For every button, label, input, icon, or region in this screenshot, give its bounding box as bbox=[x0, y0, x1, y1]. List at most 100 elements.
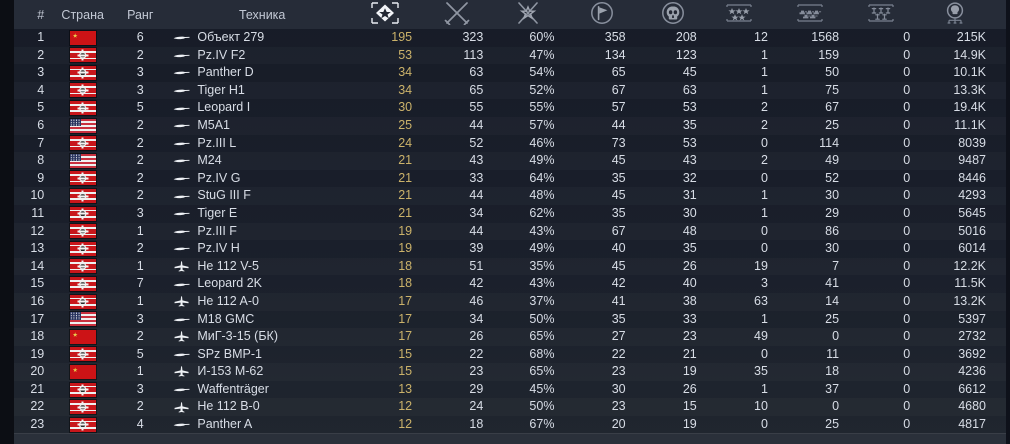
cell-vehicle-name[interactable]: Panther D bbox=[165, 64, 359, 82]
table-row[interactable]: 20 1 И-153 М-62 15 23 65% 23 19 35 18 0 … bbox=[0, 363, 1010, 381]
column-header-air-kills[interactable] bbox=[715, 0, 786, 29]
vehicle-name-label: Waffenträger bbox=[197, 381, 269, 396]
cell-research: 3692 bbox=[958, 346, 986, 361]
cell-vehicle-name[interactable]: He 112 B-0 bbox=[165, 398, 359, 416]
table-row[interactable]: 18 2 МиГ-3-15 (БК) 17 26 65% 27 23 49 0 … bbox=[0, 328, 1010, 346]
cell-deaths: 19 bbox=[682, 364, 697, 379]
column-header-rank[interactable]: # bbox=[0, 0, 50, 29]
column-header-ground-targets[interactable] bbox=[572, 0, 643, 29]
cell-air-kills: 49 bbox=[754, 329, 768, 344]
table-row[interactable]: 9 2 Pz.IV G 21 33 64% 35 32 0 52 0 8446 bbox=[0, 170, 1010, 188]
table-row[interactable]: 12 1 Pz.III F 19 44 43% 67 48 0 86 0 501… bbox=[0, 223, 1010, 241]
cell-vehicle-name[interactable]: Tiger E bbox=[165, 205, 359, 223]
table-row[interactable]: 1 6 Объект 279 195 323 60% 358 208 12 15… bbox=[0, 29, 1010, 47]
column-header-country[interactable]: Страна bbox=[50, 0, 115, 29]
cell-rank: 20 bbox=[30, 364, 45, 379]
table-row[interactable]: 15 7 Leopard 2K 18 42 43% 42 40 3 41 0 1… bbox=[0, 275, 1010, 293]
cell-winrate: 67% bbox=[529, 417, 555, 432]
table-row[interactable]: 7 2 Pz.III L 24 52 46% 73 53 0 114 0 803… bbox=[0, 135, 1010, 153]
cell-country bbox=[50, 29, 115, 47]
flag-germany-icon bbox=[69, 171, 96, 186]
cell-vehicle-name[interactable]: M5A1 bbox=[165, 117, 359, 135]
cell-tier: 4 bbox=[136, 417, 144, 432]
table-row[interactable]: 22 2 He 112 B-0 12 24 50% 23 15 10 0 0 4… bbox=[0, 398, 1010, 416]
cell-air-kills: 63 bbox=[754, 293, 768, 308]
column-header-vehicle[interactable]: Техника bbox=[165, 0, 359, 29]
table-row[interactable]: 21 3 Waffenträger 13 29 45% 30 26 1 37 0… bbox=[0, 381, 1010, 399]
column-header-battles[interactable] bbox=[359, 0, 430, 29]
cell-spawns: 24 bbox=[469, 399, 484, 414]
cell-vehicle-name[interactable]: Waffenträger bbox=[165, 381, 359, 399]
cell-vehicle-name[interactable]: He 112 V-5 bbox=[165, 258, 359, 276]
cell-research: 5397 bbox=[958, 311, 986, 326]
table-row[interactable]: 23 4 Panther A 12 18 67% 20 19 0 25 0 48… bbox=[0, 416, 1010, 434]
cell-vehicle-name[interactable]: Tiger H1 bbox=[165, 82, 359, 100]
cell-vehicle-name[interactable]: Pz.III F bbox=[165, 223, 359, 241]
cell-vehicle-name[interactable]: Leopard 2K bbox=[165, 275, 359, 293]
flag-germany-icon bbox=[69, 48, 96, 63]
cell-spawns: 44 bbox=[469, 223, 484, 238]
cell-tank-kills: 29 bbox=[825, 205, 840, 220]
cell-winrate: 43% bbox=[529, 276, 555, 291]
cell-vehicle-name[interactable]: Pz.IV G bbox=[165, 170, 359, 188]
column-header-ship-kills[interactable] bbox=[857, 0, 928, 29]
table-row[interactable]: 4 3 Tiger H1 34 65 52% 67 63 1 75 0 13.3… bbox=[0, 82, 1010, 100]
cell-tier: 2 bbox=[136, 399, 144, 414]
table-row[interactable]: 11 3 Tiger E 21 34 62% 35 30 1 29 0 5645 bbox=[0, 205, 1010, 223]
cell-deaths: 63 bbox=[682, 82, 697, 97]
table-row[interactable]: 6 2 M5A1 25 44 57% 44 35 2 25 0 11.1K bbox=[0, 117, 1010, 135]
vehicle-name-label: He 112 V-5 bbox=[197, 258, 259, 273]
column-header-rank-label: # bbox=[37, 7, 45, 22]
table-row[interactable]: 2 2 Pz.IV F2 53 113 47% 134 123 1 159 0 … bbox=[0, 47, 1010, 65]
table-row[interactable]: 13 2 Pz.IV H 19 39 49% 40 35 0 30 0 6014 bbox=[0, 240, 1010, 258]
table-row[interactable]: 5 5 Leopard I 30 55 55% 57 53 2 67 0 19.… bbox=[0, 99, 1010, 117]
cell-spawns: 34 bbox=[469, 311, 484, 326]
right-edge bbox=[1006, 0, 1010, 444]
cell-air-kills: 0 bbox=[760, 346, 768, 361]
cell-vehicle-name[interactable]: И-153 М-62 bbox=[165, 363, 359, 381]
column-header-spawns[interactable] bbox=[430, 0, 501, 29]
cell-battles: 24 bbox=[398, 135, 413, 150]
cell-vehicle-name[interactable]: SPz BMP-1 bbox=[165, 346, 359, 364]
cell-battles: 17 bbox=[398, 293, 413, 308]
cell-spawns: 42 bbox=[469, 276, 484, 291]
cell-tank-kills: 18 bbox=[825, 364, 840, 379]
cell-vehicle-name[interactable]: M24 bbox=[165, 152, 359, 170]
cell-tank-kills: 49 bbox=[825, 153, 840, 168]
cell-vehicle-name[interactable]: He 112 A-0 bbox=[165, 293, 359, 311]
cell-air-kills: 1 bbox=[760, 381, 768, 396]
column-header-winrate[interactable] bbox=[501, 0, 572, 29]
table-row[interactable]: 8 2 M24 21 43 49% 45 43 2 49 0 9487 bbox=[0, 152, 1010, 170]
cell-vehicle-name[interactable]: Panther A bbox=[165, 416, 359, 434]
cell-tier: 5 bbox=[136, 100, 144, 115]
cell-winrate: 52% bbox=[529, 82, 555, 97]
table-row[interactable]: 16 1 He 112 A-0 17 46 37% 41 38 63 14 0 … bbox=[0, 293, 1010, 311]
table-row[interactable]: 14 1 He 112 V-5 18 51 35% 45 26 19 7 0 1… bbox=[0, 258, 1010, 276]
cell-deaths: 53 bbox=[682, 100, 697, 115]
column-header-tier[interactable]: Ранг bbox=[115, 0, 165, 29]
cell-winrate: 49% bbox=[529, 241, 555, 256]
table-row[interactable]: 10 2 StuG III F 21 44 48% 45 31 1 30 0 4… bbox=[0, 187, 1010, 205]
cell-vehicle-name[interactable]: M18 GMC bbox=[165, 311, 359, 329]
table-row[interactable]: 3 3 Panther D 34 63 54% 65 45 1 50 0 10.… bbox=[0, 64, 1010, 82]
cell-vehicle-name[interactable]: Pz.IV H bbox=[165, 240, 359, 258]
column-header-tier-label: Ранг bbox=[127, 7, 154, 22]
vehicle-name-label: Pz.III L bbox=[197, 135, 237, 150]
cell-deaths: 45 bbox=[682, 65, 697, 80]
column-header-tank-kills[interactable] bbox=[786, 0, 857, 29]
cell-vehicle-name[interactable]: Pz.III L bbox=[165, 135, 359, 153]
cell-vehicle-name[interactable]: Pz.IV F2 bbox=[165, 47, 359, 65]
cell-tier: 2 bbox=[136, 170, 144, 185]
cell-country bbox=[50, 328, 115, 346]
column-header-research[interactable] bbox=[928, 0, 1010, 29]
table-row[interactable]: 19 5 SPz BMP-1 15 22 68% 22 21 0 11 0 36… bbox=[0, 346, 1010, 364]
cell-rank: 14 bbox=[30, 258, 45, 273]
cell-battles: 53 bbox=[398, 47, 413, 62]
column-header-deaths[interactable] bbox=[644, 0, 715, 29]
cell-vehicle-name[interactable]: МиГ-3-15 (БК) bbox=[165, 328, 359, 346]
cell-vehicle-name[interactable]: Объект 279 bbox=[165, 29, 359, 47]
cell-vehicle-name[interactable]: Leopard I bbox=[165, 99, 359, 117]
tank-type-icon bbox=[173, 32, 190, 43]
cell-vehicle-name[interactable]: StuG III F bbox=[165, 187, 359, 205]
table-row[interactable]: 17 3 M18 GMC 17 34 50% 35 33 1 25 0 5397 bbox=[0, 311, 1010, 329]
